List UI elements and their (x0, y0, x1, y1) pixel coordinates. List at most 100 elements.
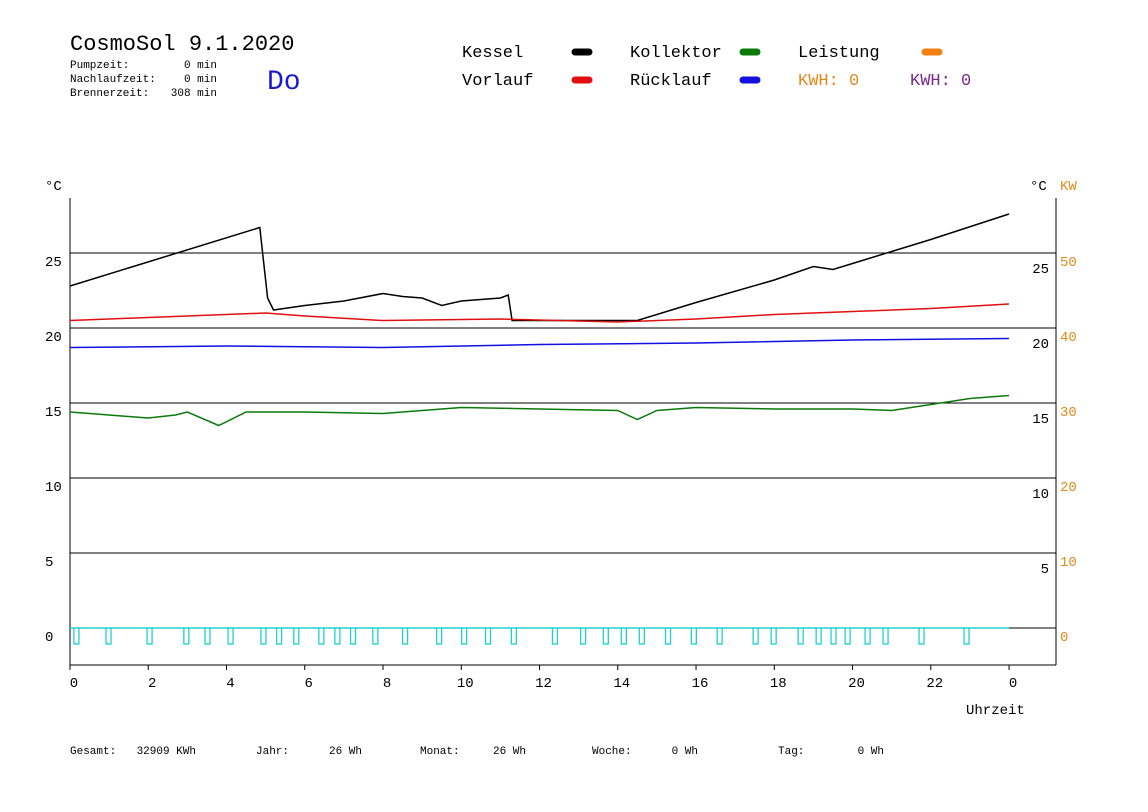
x-axis-label: Uhrzeit (966, 703, 1025, 719)
info-label: Nachlaufzeit: (70, 74, 156, 86)
y-tick-label: 15 (45, 405, 62, 421)
legend-label: Vorlauf (462, 72, 533, 91)
info-value: 0 min (184, 60, 217, 72)
pump-pulse (435, 627, 443, 645)
series-line (69, 394, 1010, 427)
x-tick-label: 10 (457, 676, 474, 692)
x-tick-label: 18 (770, 676, 787, 692)
pump-pulse (830, 627, 837, 645)
legend-label: Leistung (798, 44, 880, 63)
pump-pulse (918, 627, 925, 645)
y-tick-label: 0 (45, 630, 53, 646)
pump-pulse (275, 627, 283, 645)
y2-tick-label: 0 (1060, 630, 1068, 646)
footer-value: 26 Wh (329, 746, 362, 758)
pump-pulse (551, 627, 559, 645)
chart-title: CosmoSol 9.1.2020 (70, 32, 294, 57)
pump-pulse (602, 627, 609, 645)
pump-pulse (963, 627, 970, 645)
y2-tick-label: 20 (1060, 480, 1077, 496)
x-tick-label: 0 (1009, 676, 1017, 692)
pump-pulse (484, 627, 492, 645)
x-tick-label: 20 (848, 676, 865, 692)
footer-value: 26 Wh (493, 746, 526, 758)
pump-pulse (293, 627, 300, 645)
pump-pulse (510, 627, 518, 645)
y-tick-label: 10 (45, 480, 62, 496)
footer-label: Tag: (778, 746, 804, 758)
pump-pulse (204, 627, 211, 645)
pump-pulse (146, 627, 153, 645)
pump-pulse (260, 627, 267, 645)
pump-pulse (844, 627, 851, 645)
pump-pulse (638, 627, 645, 645)
y2-unit: KW (1060, 179, 1077, 195)
pump-pulse (716, 627, 723, 645)
footer-value: 0 Wh (672, 746, 698, 758)
x-tick-label: 2 (148, 676, 156, 692)
footer-label: Gesamt: (70, 746, 116, 758)
energy-label: KWH: 0 (910, 72, 971, 91)
pump-pulse (690, 627, 697, 645)
pump-pulse (461, 627, 468, 645)
footer-value: 0 Wh (858, 746, 884, 758)
pump-pulse (579, 627, 587, 645)
footer-label: Woche: (592, 746, 632, 758)
y-tick-label: 20 (45, 330, 62, 346)
y2-tick-label: 40 (1060, 330, 1077, 346)
pump-pulse (864, 627, 871, 645)
y-right-tick-label: 15 (1032, 412, 1049, 428)
pump-pulse (227, 627, 234, 645)
x-tick-label: 8 (383, 676, 391, 692)
legend-label: Kollektor (630, 44, 722, 63)
y-right-tick-label: 5 (1041, 562, 1049, 578)
y-tick-label: 5 (45, 555, 53, 571)
pump-pulse (183, 627, 190, 645)
series-line (69, 213, 1010, 322)
x-tick-label: 6 (305, 676, 313, 692)
energy-label: KWH: 0 (798, 72, 859, 91)
pump-pulse (105, 627, 112, 645)
y-right-unit: °C (1030, 179, 1047, 195)
pump-pulse (334, 627, 341, 645)
info-value: 308 min (171, 88, 217, 100)
pump-pulse (752, 627, 759, 645)
info-value: 0 min (184, 74, 217, 86)
x-tick-label: 14 (613, 676, 630, 692)
y-right-tick-label: 10 (1032, 487, 1049, 503)
y-right-tick-label: 20 (1032, 337, 1049, 353)
pump-pulse (815, 627, 822, 645)
pump-pulse (620, 627, 627, 645)
pump-pulse (664, 627, 672, 645)
legend-label: Kessel (462, 44, 523, 63)
pump-pulse (318, 627, 325, 645)
day: Do (267, 67, 301, 98)
y2-tick-label: 50 (1060, 255, 1077, 271)
x-tick-label: 22 (926, 676, 943, 692)
info-label: Pumpzeit: (70, 60, 129, 72)
x-tick-label: 12 (535, 676, 552, 692)
x-tick-label: 4 (226, 676, 234, 692)
series-line (69, 303, 1010, 323)
series-line (69, 337, 1010, 349)
x-tick-label: 0 (70, 676, 78, 692)
x-tick-label: 16 (692, 676, 709, 692)
y-unit: °C (45, 179, 62, 195)
pump-pulse (73, 627, 80, 645)
footer-label: Jahr: (256, 746, 289, 758)
y2-tick-label: 10 (1060, 555, 1077, 571)
info-label: Brennerzeit: (70, 88, 149, 100)
y-right-tick-label: 25 (1032, 262, 1049, 278)
pump-pulse (797, 627, 804, 645)
pump-pulse (372, 627, 379, 645)
y2-tick-label: 30 (1060, 405, 1077, 421)
footer-label: Monat: (420, 746, 460, 758)
legend-label: Rücklauf (630, 72, 712, 91)
pump-pulse (401, 627, 409, 645)
pump-pulse (770, 627, 777, 645)
pump-pulse (882, 627, 889, 645)
pump-pulse (349, 627, 357, 645)
footer-value: 32909 KWh (137, 746, 196, 758)
